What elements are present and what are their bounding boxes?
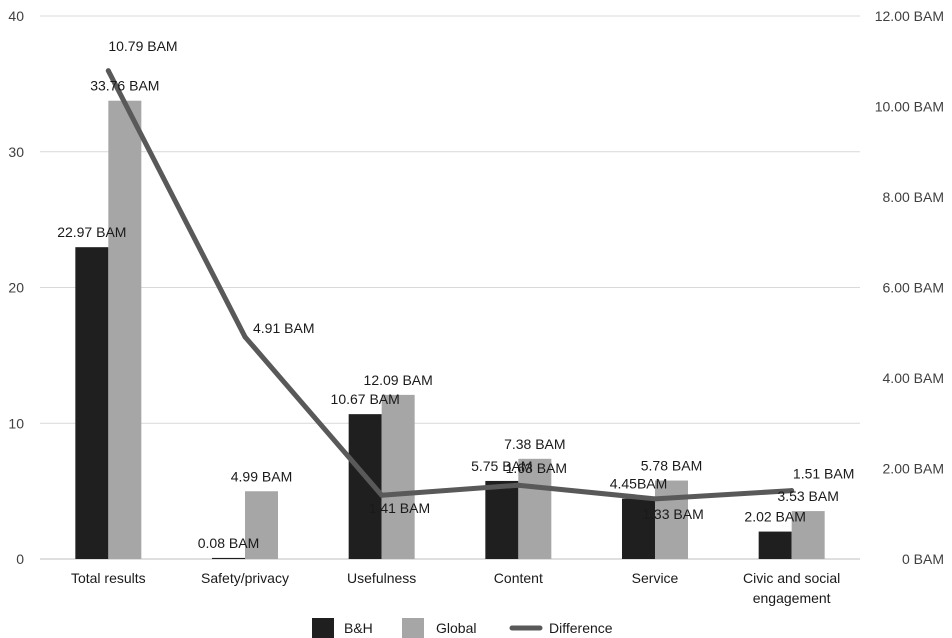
- difference-point: [105, 68, 111, 74]
- bar-bh: [622, 498, 655, 559]
- bar-global: [381, 394, 415, 559]
- bar-bh: [75, 247, 109, 559]
- left-tick-label: 10: [8, 415, 24, 431]
- bar-bh: [485, 480, 519, 559]
- difference-data-label: 1.41 BAM: [369, 500, 430, 516]
- difference-point: [515, 482, 521, 488]
- bar-global: [655, 480, 688, 559]
- bh-data-label: 10.67 BAM: [331, 391, 400, 407]
- bar-global: [518, 458, 552, 559]
- global-data-label: 4.99 BAM: [231, 468, 292, 484]
- right-tick-label: 8.00 BAM: [883, 189, 944, 205]
- difference-point: [379, 492, 385, 498]
- bh-data-label: 5.75 BAM: [471, 458, 532, 474]
- category-label: Civic and social engagement: [743, 570, 840, 606]
- difference-data-label: 4.91 BAM: [253, 320, 314, 336]
- legend-label-global: Global: [436, 620, 476, 636]
- difference-data-label: 1.51 BAM: [793, 466, 854, 482]
- bh-data-label: 2.02 BAM: [744, 509, 805, 525]
- data-labels: 22.97 BAM 33.76 BAM 0.08 BAM 4.99 BAM 10.67 …: [57, 38, 854, 551]
- legend-label-difference: Difference: [549, 620, 613, 636]
- difference-point: [242, 334, 248, 340]
- legend-swatch-bh: [312, 618, 334, 638]
- category-label: Content: [494, 570, 543, 586]
- category-label: Total results: [71, 570, 146, 586]
- right-tick-label: 2.00 BAM: [883, 461, 944, 477]
- difference-data-label: 1.33 BAM: [642, 506, 703, 522]
- right-tick-label: 10.00 BAM: [875, 99, 944, 115]
- global-data-label: 7.38 BAM: [504, 436, 565, 452]
- right-tick-label: 4.00 BAM: [883, 370, 944, 386]
- difference-line-path: [105, 68, 795, 502]
- bar-bh: [212, 557, 245, 559]
- gridlines: [40, 15, 860, 560]
- bars: [75, 100, 825, 559]
- difference-point: [652, 496, 658, 502]
- right-tick-label: 6.00 BAM: [883, 280, 944, 296]
- right-y-axis: 0 BAM 2.00 BAM 4.00 BAM 6.00 BAM 8.00 BAM 10.…: [875, 8, 944, 567]
- left-y-axis: 0 10 20 30 40: [8, 8, 24, 567]
- left-tick-label: 30: [8, 144, 24, 160]
- legend-swatch-global: [402, 618, 424, 638]
- difference-data-label: 1.63 BAM: [506, 460, 567, 476]
- bar-global: [791, 511, 825, 559]
- left-tick-label: 20: [8, 280, 24, 296]
- difference-line: [105, 68, 795, 502]
- category-label: Service: [632, 570, 679, 586]
- right-tick-label: 0 BAM: [902, 551, 944, 567]
- global-data-label: 33.76 BAM: [90, 78, 159, 94]
- legend: B&H Global Difference: [312, 618, 613, 638]
- bh-data-label: 22.97 BAM: [57, 224, 126, 240]
- bar-global: [245, 491, 278, 559]
- global-data-label: 12.09 BAM: [364, 372, 433, 388]
- x-axis-categories: Total results Safety/privacy Usefulness Con…: [71, 570, 840, 606]
- left-tick-label: 40: [8, 8, 24, 24]
- global-data-label: 3.53 BAM: [777, 488, 838, 504]
- global-data-label: 5.78 BAM: [641, 458, 702, 474]
- bh-data-label: 0.08 BAM: [198, 535, 259, 551]
- legend-label-bh: B&H: [344, 620, 373, 636]
- right-tick-label: 12.00 BAM: [875, 8, 944, 24]
- difference-data-label: 10.79 BAM: [108, 38, 177, 54]
- difference-point: [789, 488, 795, 494]
- category-label: Safety/privacy: [201, 570, 289, 586]
- left-tick-label: 0: [16, 551, 24, 567]
- category-label: Usefulness: [347, 570, 416, 586]
- bar-global: [108, 100, 142, 559]
- bar-bh: [758, 531, 792, 559]
- bh-data-label: 4.45BAM: [610, 476, 668, 492]
